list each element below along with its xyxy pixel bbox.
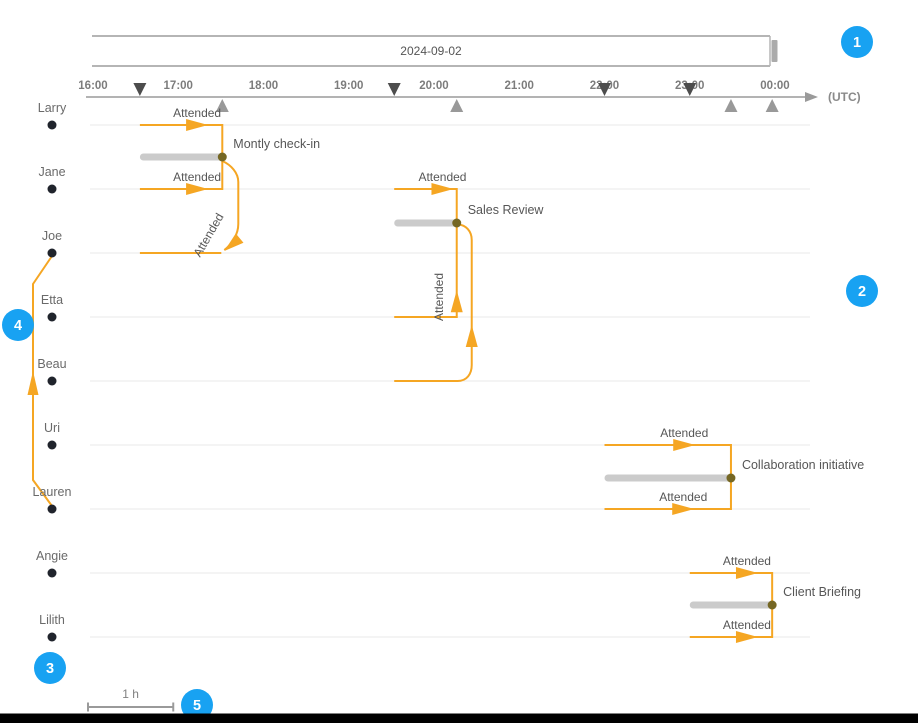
annotation-badge-number: 1 [853,35,861,51]
person-label: Lauren [33,485,72,499]
attended-edge [604,482,732,510]
person-node[interactable] [47,184,57,194]
attended-label: Attended [723,618,771,632]
annotation-badge [846,275,878,307]
utc-label: (UTC) [828,90,861,104]
annotation-badge [2,309,34,341]
attended-label: Attended [418,170,466,184]
person-label: Joe [42,229,62,243]
person-label: Jane [38,165,65,179]
scale-label: 1 h [122,687,139,701]
event-bar[interactable] [394,219,457,227]
attended-arrow-icon [672,503,695,515]
attended-arrow-icon [735,567,758,579]
event-label: Sales Review [468,203,545,217]
event-end-marker-icon [450,99,464,112]
person-node[interactable] [47,312,57,322]
axis-tick-label: 00:00 [760,80,789,92]
annotation-badge [841,26,873,58]
attended-edge [394,227,458,318]
axis-tick-label: 18:00 [249,80,278,92]
attended-label: Attended [659,490,707,504]
attended-edge [689,572,774,601]
person-node[interactable] [47,120,57,130]
attended-label: Attended [173,170,221,184]
event-label: Client Briefing [783,585,861,599]
event-end-marker-icon [215,99,229,112]
person-node[interactable] [47,504,57,514]
attended-arrow-icon [186,183,209,195]
person-label: Beau [37,357,66,371]
person-label: Larry [38,101,67,115]
date-range-handle[interactable] [771,40,778,62]
attended-arrow-icon [186,119,209,131]
attended-edge [139,161,224,190]
person-node[interactable] [47,632,57,642]
person-node[interactable] [47,248,57,258]
attended-label: Attended [173,106,221,120]
annotation-badge-number: 5 [193,698,201,714]
axis-tick-label: 20:00 [419,80,448,92]
attended-edge [394,188,458,219]
annotation-badge-number: 2 [858,284,866,300]
person-node[interactable] [47,568,57,578]
attended-edge [139,124,224,153]
attended-arrow-icon [465,325,478,347]
axis-tick-label: 16:00 [78,80,107,92]
axis-tick-label: 19:00 [334,80,363,92]
annotation-badge-number: 4 [14,318,22,334]
attended-edge [394,223,473,382]
event-start-marker-icon [683,83,697,96]
attended-edge [689,609,774,638]
attended-arrow-icon [431,183,454,195]
event-bar[interactable] [604,474,731,482]
attended-label: Attended [723,554,771,568]
attended-arrow-icon [735,631,758,643]
event-node[interactable] [217,152,227,162]
event-label: Collaboration initiative [742,458,864,472]
annotation-badge-number: 3 [46,661,54,677]
person-label: Lilith [39,613,65,627]
person-label: Uri [44,421,60,435]
time-axis-arrowhead-icon [805,92,818,102]
event-node[interactable] [767,600,777,610]
person-label: Angie [36,549,68,563]
annotation-badge [181,689,213,721]
event-end-marker-icon [765,99,779,112]
event-label: Montly check-in [233,137,320,151]
attended-arrow-icon [450,290,463,313]
person-node[interactable] [47,376,57,386]
attended-label: Attended [660,426,708,440]
event-node[interactable] [452,218,462,228]
event-node[interactable] [726,473,736,483]
axis-tick-label: 21:00 [505,80,534,92]
attended-arrow-icon [673,439,696,451]
person-node[interactable] [47,440,57,450]
attended-edge [604,444,732,474]
axis-tick-label: 17:00 [164,80,193,92]
relation-arrow-icon [27,371,39,395]
date-range-label: 2024-09-02 [400,44,462,58]
bottom-border [0,713,918,723]
event-start-marker-icon [598,83,611,96]
attended-arrow-icon [224,233,244,251]
event-bar[interactable] [139,153,223,161]
person-label: Etta [41,293,63,307]
event-bar[interactable] [689,601,773,609]
annotation-badge [34,652,66,684]
attended-label: Attended [432,273,446,321]
event-end-marker-icon [724,99,738,112]
event-start-marker-icon [133,83,147,96]
event-start-marker-icon [387,83,401,96]
